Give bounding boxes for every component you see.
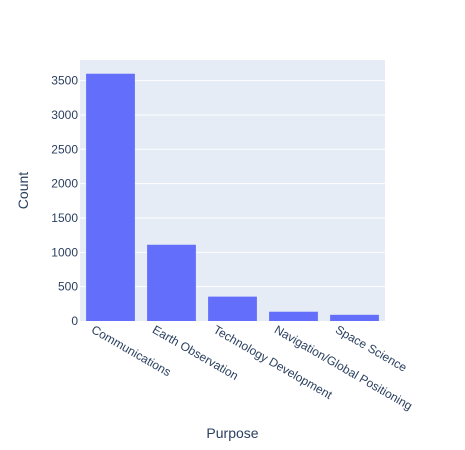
y-tick-label: 3500 [51,74,78,88]
y-tick-label: 3000 [51,108,78,122]
bar-space-science [330,314,379,321]
y-tick-labels: 0 500 1000 1500 2000 2500 3000 3500 [51,74,78,328]
x-axis-title: Purpose [206,425,258,441]
bar-communications [86,73,135,321]
y-tick-label: 2000 [51,177,78,191]
y-tick-label: 2500 [51,142,78,156]
y-axis-title: Count [15,172,31,209]
bar-technology-development [208,296,257,321]
y-tick-label: 500 [58,280,78,294]
bars [86,73,379,321]
bar-earth-observation [147,244,196,321]
y-tick-label: 1500 [51,211,78,225]
y-tick-label: 1000 [51,245,78,259]
bar-navigation-global-positioning [269,311,318,321]
y-tick-label: 0 [71,314,78,328]
